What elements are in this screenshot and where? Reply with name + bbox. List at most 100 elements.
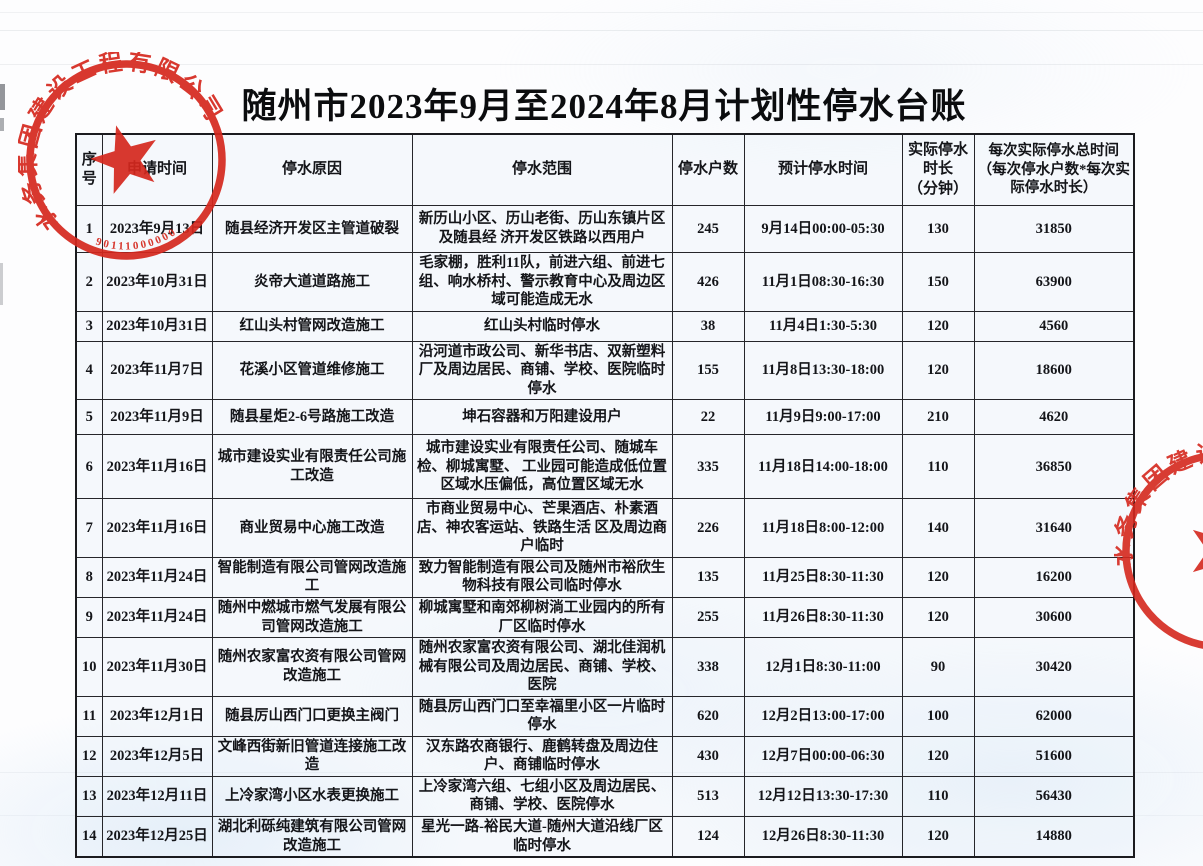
table-row: 5 2023年11月9日 随县星炬2-6号路施工改造 坤石容器和万阳建设用户 22 11月…	[75, 399, 1135, 436]
table-cell: 2023年11月16日	[101, 498, 213, 558]
table-cell: 2023年11月24日	[101, 597, 213, 639]
table-cell: 11月18日8:00-12:00	[743, 498, 903, 558]
table-cell: 16200	[973, 556, 1135, 599]
table-cell: 随县厉山西门口至幸福里小区一片临时停水	[411, 695, 673, 737]
table-cell: 2023年11月7日	[101, 340, 213, 401]
table-cell: 124	[671, 816, 745, 858]
table-cell: 11月8日13:30-18:00	[743, 340, 903, 401]
table-cell: 51600	[973, 735, 1135, 777]
table-cell: 513	[671, 775, 745, 818]
table-cell: 11月26日8:30-11:30	[743, 597, 903, 639]
table-cell: 120	[901, 556, 975, 599]
table-cell: 245	[671, 205, 745, 253]
table-row: 3 2023年10月31日 红山头村管网改造施工 红山头村临时停水 38 11月4日1:3…	[75, 310, 1135, 342]
table-cell: 红山头村临时停水	[411, 310, 673, 342]
table-cell: 90	[901, 637, 975, 697]
table-cell: 城市建设实业有限责任公司、随城车检、柳城寓墅、 工业园可能造成低位置区域水压偏低…	[411, 434, 673, 500]
table-cell: 2023年11月16日	[101, 434, 213, 500]
table-cell: 4560	[973, 310, 1135, 342]
table-cell: 255	[671, 597, 745, 639]
column-header: 停水范围	[411, 133, 673, 206]
table-cell: 38	[671, 310, 745, 342]
table-cell: 汉东路农商银行、鹿鹤转盘及周边住户、商铺临时停水	[411, 735, 673, 777]
scan-artifact	[0, 30, 1203, 31]
table-cell: 226	[671, 498, 745, 558]
column-header: 序 号	[75, 133, 103, 206]
table-row: 12 2023年12月5日 文峰西街新旧管道连接施工改造 汉东路农商银行、鹿鹤转盘及周…	[75, 735, 1135, 777]
table-cell: 1	[75, 205, 103, 253]
table-cell: 2023年9月13日	[101, 205, 213, 253]
table-header-row: 序 号申请时间 停水原因 停水范围 停水户数 预计停水时间 实际停水 时长 （分钟） 每次实…	[75, 133, 1135, 206]
table-row: 4 2023年11月7日 花溪小区管道维修施工 沿河道市政公司、新华书店、双新塑料厂及…	[75, 340, 1135, 401]
table-cell: 2	[75, 252, 103, 312]
table-cell: 8	[75, 556, 103, 599]
table-cell: 63900	[973, 252, 1135, 312]
outage-table: 序 号申请时间 停水原因 停水范围 停水户数 预计停水时间 实际停水 时长 （分钟） 每次实…	[75, 133, 1135, 859]
table-cell: 430	[671, 735, 745, 777]
scan-edge-mark	[0, 263, 3, 305]
table-cell: 7	[75, 498, 103, 558]
table-cell: 426	[671, 252, 745, 312]
table-cell: 4620	[973, 399, 1135, 436]
table-cell: 12月2日13:00-17:00	[743, 695, 903, 737]
table-row: 2 2023年10月31日 炎帝大道道路施工 毛家棚，胜利11队，前进六组、前进七组、…	[75, 252, 1135, 312]
table-cell: 2023年10月31日	[101, 310, 213, 342]
table-cell: 120	[901, 340, 975, 401]
table-cell: 随县星炬2-6号路施工改造	[211, 399, 413, 436]
table-cell: 31640	[973, 498, 1135, 558]
table-cell: 2023年11月9日	[101, 399, 213, 436]
table-cell: 100	[901, 695, 975, 737]
table-cell: 110	[901, 434, 975, 500]
column-header: 申请时间	[101, 133, 213, 206]
table-cell: 2023年10月31日	[101, 252, 213, 312]
column-header: 预计停水时间	[743, 133, 903, 206]
table-row: 10 2023年11月30日 随州农家富农资有限公司管网改造施工 随州农家富农资有限公…	[75, 637, 1135, 697]
table-cell: 18600	[973, 340, 1135, 401]
table-cell: 沿河道市政公司、新华书店、双新塑料厂及周边居民、商铺、学校、医院临时停水	[411, 340, 673, 401]
table-cell: 9月14日00:00-05:30	[743, 205, 903, 253]
table-cell: 红山头村管网改造施工	[211, 310, 413, 342]
table-cell: 3	[75, 310, 103, 342]
table-head: 序 号申请时间 停水原因 停水范围 停水户数 预计停水时间 实际停水 时长 （分钟） 每次实…	[75, 133, 1135, 206]
table-cell: 花溪小区管道维修施工	[211, 340, 413, 401]
table-row: 1 2023年9月13日 随县经济开发区主管道破裂 新历山小区、历山老街、历山东镇片区…	[75, 205, 1135, 253]
table-cell: 62000	[973, 695, 1135, 737]
table-cell: 文峰西街新旧管道连接施工改造	[211, 735, 413, 777]
table-cell: 10	[75, 637, 103, 697]
table-cell: 30600	[973, 597, 1135, 639]
table-cell: 155	[671, 340, 745, 401]
table-row: 13 2023年12月11日 上冷家湾小区水表更换施工 上冷家湾六组、七组小区及周边居…	[75, 775, 1135, 818]
table-cell: 新历山小区、历山老街、历山东镇片区及随县经 济开发区铁路以西用户	[411, 205, 673, 253]
table-cell: 620	[671, 695, 745, 737]
table-cell: 11月18日14:00-18:00	[743, 434, 903, 500]
table-cell: 135	[671, 556, 745, 599]
table-cell: 随州中燃城市燃气发展有限公司管网改造施工	[211, 597, 413, 639]
table-row: 7 2023年11月16日 商业贸易中心施工改造 市商业贸易中心、芒果酒店、朴素酒店、…	[75, 498, 1135, 558]
table-cell: 30420	[973, 637, 1135, 697]
table-body: 1 2023年9月13日 随县经济开发区主管道破裂 新历山小区、历山老街、历山东镇片区…	[75, 205, 1135, 858]
table-cell: 上冷家湾六组、七组小区及周边居民、商铺、学校、医院停水	[411, 775, 673, 818]
table-cell: 12	[75, 735, 103, 777]
table-cell: 随州农家富农资有限公司管网改造施工	[211, 637, 413, 697]
scan-artifact	[0, 12, 1203, 13]
table-cell: 14880	[973, 816, 1135, 858]
table-cell: 210	[901, 399, 975, 436]
table-cell: 2023年12月25日	[101, 816, 213, 858]
table-cell: 335	[671, 434, 745, 500]
table-cell: 星光一路-裕民大道-随州大道沿线厂区临时停水	[411, 816, 673, 858]
table-cell: 22	[671, 399, 745, 436]
table-cell: 2023年12月1日	[101, 695, 213, 737]
column-header: 实际停水 时长 （分钟）	[901, 133, 975, 206]
table-cell: 130	[901, 205, 975, 253]
table-cell: 柳城寓墅和南郊柳树淌工业园内的所有厂区临时停水	[411, 597, 673, 639]
table-row: 8 2023年11月24日 智能制造有限公司管网改造施工 致力智能制造有限公司及随州市…	[75, 556, 1135, 599]
table-cell: 338	[671, 637, 745, 697]
scan-edge-mark	[0, 118, 4, 131]
table-cell: 2023年12月5日	[101, 735, 213, 777]
table-cell: 2023年11月30日	[101, 637, 213, 697]
table-cell: 120	[901, 816, 975, 858]
table-cell: 11月9日9:00-17:00	[743, 399, 903, 436]
table-cell: 2023年11月24日	[101, 556, 213, 599]
table-cell: 随县厉山西门口更换主阀门	[211, 695, 413, 737]
